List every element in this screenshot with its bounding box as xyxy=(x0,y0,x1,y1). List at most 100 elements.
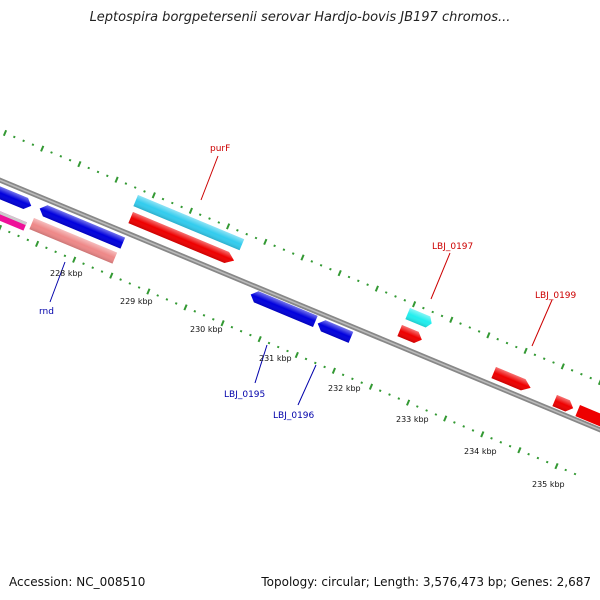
scale-labels: 228 kbp 229 kbp 230 kbp 231 kbp 232 kbp … xyxy=(50,269,565,489)
LBJ_0197-label[interactable]: LBJ_0197 xyxy=(432,242,473,252)
LBJ_0199-pointer xyxy=(531,299,553,347)
gc-skew-dot xyxy=(397,397,401,400)
gene-purF-rna[interactable] xyxy=(133,195,245,251)
gc-skew-dot xyxy=(573,472,577,476)
LBJ_0196-label[interactable]: LBJ_0196 xyxy=(273,411,315,421)
gc-skew-dot xyxy=(341,373,345,377)
gc-skew-dot xyxy=(208,217,211,220)
gc-skew-major-tick xyxy=(300,254,305,261)
gene-rnd[interactable] xyxy=(37,203,126,249)
gc-skew-dot xyxy=(198,213,202,217)
gc-skew-dot xyxy=(434,413,438,416)
gc-skew-dot xyxy=(471,429,475,432)
gc-skew-major-tick xyxy=(226,223,231,230)
gc-skew-dot xyxy=(211,317,215,321)
gc-skew-dot xyxy=(527,452,530,456)
LBJ_0199-label[interactable]: LBJ_0199 xyxy=(535,291,577,301)
purF-label[interactable]: purF xyxy=(210,144,230,154)
gc-skew-major-tick xyxy=(517,447,522,454)
rnd-pointer xyxy=(49,261,66,303)
gene-LBJ_0195[interactable] xyxy=(248,289,318,327)
reverse-strand-features xyxy=(0,207,354,343)
gc-skew-major-tick xyxy=(35,240,40,248)
gc-skew-dot xyxy=(508,444,512,448)
gc-skew-dot xyxy=(239,329,243,333)
gc-skew-dot xyxy=(378,389,382,393)
gc-skew-dot xyxy=(356,279,360,283)
gc-skew-dot xyxy=(514,345,518,349)
gc-skew-dot xyxy=(415,405,419,408)
backbone xyxy=(0,177,600,433)
gc-skew-dot xyxy=(319,263,323,267)
topology-stats-text: Topology: circular; Length: 3,576,473 bp… xyxy=(261,575,591,589)
gc-skew-major-tick xyxy=(443,415,448,422)
gc-skew-major-tick xyxy=(597,378,600,386)
gc-skew-dot xyxy=(63,254,67,258)
gc-skew-dot xyxy=(282,248,286,252)
gc-skew-dot xyxy=(119,278,122,281)
gc-skew-dot xyxy=(570,368,574,372)
gc-skew-dot xyxy=(440,314,444,318)
gc-skew-outer-track xyxy=(2,129,600,386)
gc-skew-major-tick xyxy=(146,288,151,295)
gc-skew-dot xyxy=(431,310,435,314)
gc-skew-dot xyxy=(360,381,364,385)
gc-skew-dot xyxy=(304,357,308,361)
gc-skew-dot xyxy=(68,158,72,162)
gene-LBJ_0196[interactable] xyxy=(315,318,354,343)
gc-skew-major-tick xyxy=(368,383,374,390)
gc-skew-dot xyxy=(165,298,169,301)
gc-skew-dot xyxy=(12,135,16,139)
gc-skew-major-tick xyxy=(151,192,156,199)
gc-skew-dot xyxy=(82,262,85,266)
gc-skew-dot xyxy=(45,246,48,250)
LBJ_0195-label[interactable]: LBJ_0195 xyxy=(224,390,265,400)
gene-misc-left[interactable] xyxy=(0,207,27,231)
gene-rnd-left-forward[interactable] xyxy=(0,178,34,211)
gene-LBJ_0197-rna[interactable] xyxy=(405,308,434,329)
gene-LBJ_0201[interactable] xyxy=(575,405,600,435)
gc-skew-dot xyxy=(347,275,351,279)
scale-label-231: 231 kbp xyxy=(259,354,292,363)
gc-skew-major-tick xyxy=(337,269,342,277)
gc-skew-dot xyxy=(552,361,555,364)
gc-skew-dot xyxy=(156,294,160,297)
gc-skew-dot xyxy=(202,313,206,317)
gene-purF[interactable] xyxy=(128,212,236,266)
gc-skew-dot xyxy=(394,295,397,298)
gc-skew-major-tick xyxy=(486,332,491,339)
gc-skew-major-tick xyxy=(188,207,193,214)
gc-skew-major-tick xyxy=(374,285,379,292)
gc-skew-dot xyxy=(91,266,95,270)
gc-skew-dot xyxy=(468,326,472,329)
gc-skew-dot xyxy=(422,306,425,310)
LBJ_0196-pointer xyxy=(297,364,317,406)
gene-LBJ_0197[interactable] xyxy=(397,325,424,345)
gc-skew-major-tick xyxy=(2,129,8,137)
rnd-label[interactable]: rnd xyxy=(39,307,54,317)
gc-skew-dot xyxy=(128,282,132,285)
gc-skew-dot xyxy=(505,341,509,345)
gc-skew-major-tick xyxy=(560,363,565,370)
gc-skew-dot xyxy=(276,345,280,349)
gc-skew-dot xyxy=(254,236,258,240)
gc-skew-dot xyxy=(273,244,276,248)
gc-skew-dot xyxy=(366,283,369,287)
gc-skew-dot xyxy=(267,341,271,345)
gc-skew-dot xyxy=(193,309,197,313)
scale-label-233: 233 kbp xyxy=(396,415,429,424)
gc-skew-dot xyxy=(545,460,549,464)
gene-LBJ_0199[interactable] xyxy=(491,367,533,393)
gene-LBJ_0200[interactable] xyxy=(552,395,575,414)
gc-skew-major-tick xyxy=(523,347,528,355)
gc-skew-dot xyxy=(100,270,104,273)
gc-skew-dot xyxy=(31,143,35,147)
gc-skew-dot xyxy=(133,186,137,189)
gc-skew-major-tick xyxy=(554,462,559,470)
gc-skew-dot xyxy=(230,325,234,329)
gc-skew-major-tick xyxy=(480,431,485,438)
gene-pseudo-left[interactable] xyxy=(29,218,118,264)
gc-skew-dot xyxy=(161,197,165,201)
gc-skew-dot xyxy=(26,238,30,242)
